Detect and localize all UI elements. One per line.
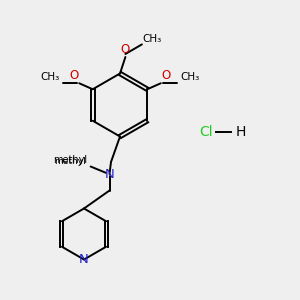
Text: O: O <box>121 43 130 56</box>
Text: H: H <box>236 125 246 139</box>
Text: O: O <box>69 69 78 82</box>
Text: methyl: methyl <box>54 157 86 166</box>
Text: CH₃: CH₃ <box>180 72 200 82</box>
Text: Cl: Cl <box>200 125 213 139</box>
Text: N: N <box>79 253 89 266</box>
Text: O: O <box>162 69 171 82</box>
Text: methyl: methyl <box>53 155 87 165</box>
Text: CH₃: CH₃ <box>40 72 60 82</box>
Text: N: N <box>105 167 114 181</box>
Text: CH₃: CH₃ <box>143 34 162 44</box>
